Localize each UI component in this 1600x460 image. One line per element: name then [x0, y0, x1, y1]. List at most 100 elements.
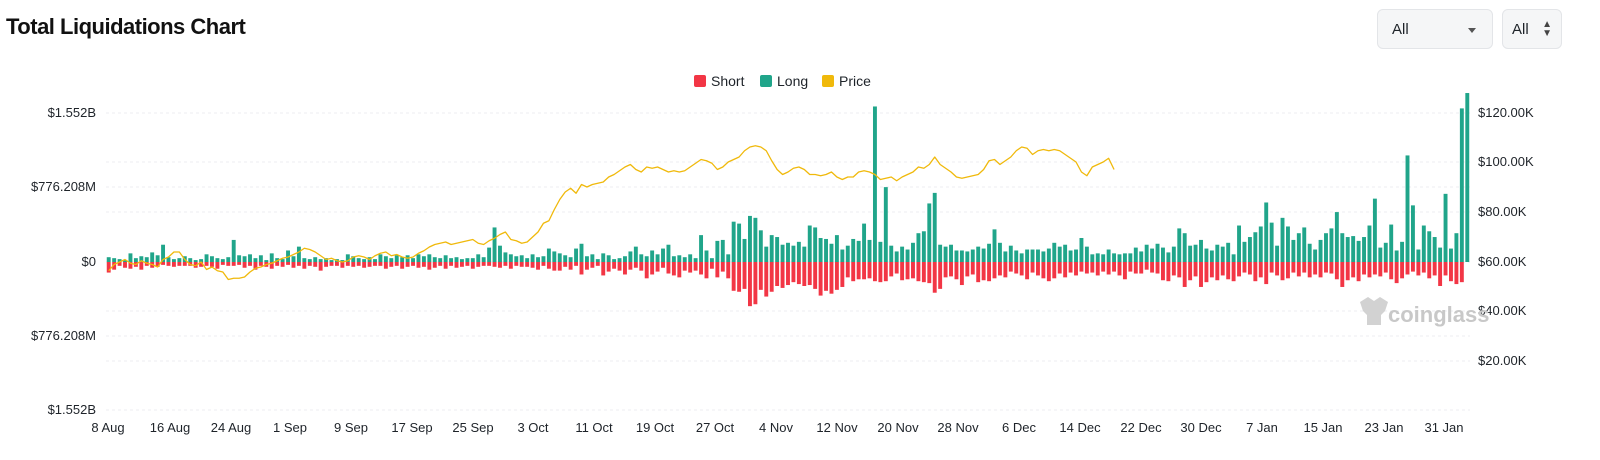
short-bar [601, 262, 606, 276]
long-bar [976, 246, 981, 262]
short-bar [894, 262, 899, 274]
short-bar [1193, 262, 1198, 277]
legend-swatch-price [822, 75, 834, 87]
long-bar [905, 249, 910, 262]
long-bar [612, 259, 617, 262]
long-bar [574, 248, 579, 262]
long-bar [1182, 233, 1187, 262]
long-bar [1416, 249, 1421, 262]
long-bar [133, 258, 138, 262]
coin-select-value: All [1512, 20, 1529, 38]
long-bar [938, 244, 943, 262]
short-bar [987, 262, 992, 282]
long-bar [1242, 241, 1247, 262]
short-bar [579, 262, 584, 275]
long-bar [932, 192, 937, 262]
long-bar [590, 254, 595, 262]
range-select[interactable]: All [1377, 9, 1493, 49]
long-bar [421, 256, 426, 262]
long-bar [878, 241, 883, 262]
long-bar [286, 250, 290, 262]
page-title: Total Liquidations Chart [6, 14, 246, 39]
long-bar [1394, 250, 1399, 262]
long-bar [291, 256, 296, 262]
short-bar [1438, 262, 1443, 286]
coin-select[interactable]: All ▲ ▼ [1502, 9, 1562, 49]
long-bar [557, 253, 562, 262]
short-bar [231, 262, 236, 266]
long-bar [1264, 202, 1269, 262]
long-bar [1253, 232, 1258, 262]
long-bar [682, 257, 687, 262]
short-bar [155, 262, 160, 267]
short-bar [1074, 262, 1078, 276]
long-bar [1269, 222, 1274, 262]
short-bar [307, 262, 312, 266]
long-bar [432, 257, 437, 262]
short-bar [704, 262, 709, 279]
short-bar [340, 262, 345, 268]
long-bar [1112, 253, 1117, 262]
short-bar [286, 262, 290, 265]
short-bar [1166, 262, 1171, 282]
short-bar [1199, 262, 1203, 287]
short-bar [753, 262, 758, 305]
short-bar [1068, 262, 1073, 273]
long-bar [655, 254, 660, 262]
short-bar [813, 262, 818, 289]
short-bar [525, 262, 530, 267]
long-bar [1389, 224, 1394, 262]
long-bar [351, 256, 356, 262]
short-bar [742, 262, 747, 289]
long-bar [981, 248, 986, 262]
short-bar [1008, 262, 1013, 272]
chevron-updown-icon: ▲ ▼ [1542, 19, 1552, 39]
short-bar [476, 262, 481, 267]
long-bar [997, 242, 1002, 262]
legend-label-price: Price [839, 73, 871, 89]
short-bar [726, 262, 731, 279]
short-bar [786, 262, 790, 286]
short-bar [1019, 262, 1024, 276]
long-bar [824, 238, 828, 262]
long-bar [1372, 198, 1377, 262]
short-bar [394, 262, 399, 266]
short-bar [1454, 262, 1459, 285]
short-bar [1139, 262, 1144, 274]
short-bar [530, 262, 535, 268]
left-axis: $1.552B $776.208M $0 $776.208M $1.552B [31, 105, 96, 417]
short-bar [541, 262, 546, 266]
short-bar [1182, 262, 1187, 287]
short-bar [400, 262, 405, 269]
long-bar [992, 229, 997, 262]
long-bar [1449, 248, 1453, 262]
x-tick-label: 8 Aug [91, 420, 124, 435]
short-bar [1242, 262, 1247, 273]
short-bar [313, 262, 318, 267]
long-bar [1334, 212, 1339, 262]
long-bar [1204, 248, 1209, 262]
short-bar [1302, 262, 1307, 273]
long-bar [1313, 249, 1318, 262]
short-bar [356, 262, 361, 266]
short-bar [1247, 262, 1252, 275]
long-bar [840, 249, 845, 262]
short-bar [970, 262, 975, 275]
short-bar [927, 262, 932, 284]
short-bar [791, 262, 796, 283]
long-bar [193, 260, 198, 262]
long-bar [1068, 250, 1073, 262]
long-bar [949, 244, 953, 262]
long-bar [1090, 254, 1095, 262]
long-bar [867, 239, 872, 262]
short-bar [661, 262, 665, 268]
chart-legend: Short Long Price [694, 73, 871, 89]
short-bar [1296, 262, 1301, 277]
long-bar [280, 259, 285, 262]
long-bar [1383, 242, 1388, 262]
short-bar [449, 262, 454, 266]
long-bar [1345, 237, 1350, 262]
x-axis: 8 Aug 16 Aug 24 Aug 1 Sep 9 Sep 17 Sep 25 Sep 3… [91, 420, 1463, 435]
long-bar [1019, 253, 1024, 262]
long-bar [818, 238, 823, 262]
